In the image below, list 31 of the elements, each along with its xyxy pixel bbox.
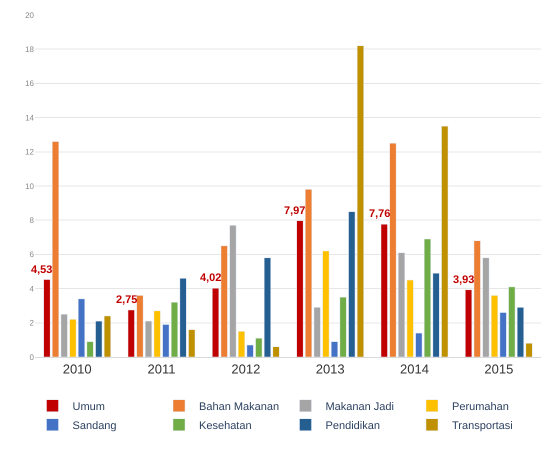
legend-label: Sandang	[72, 420, 117, 432]
y-tick-label: 18	[25, 45, 35, 54]
y-tick-label: 20	[25, 10, 35, 20]
legend-label: Kesehatan	[199, 420, 252, 432]
legend-label: Umum	[72, 400, 105, 413]
y-tick-label: 0	[30, 352, 35, 362]
data-label: 7,76	[369, 208, 390, 220]
legend-label: Perumahan	[452, 400, 509, 413]
data-label: 2,75	[116, 294, 138, 306]
data-label: 4,02	[200, 272, 222, 284]
y-tick-label: 4	[30, 284, 35, 294]
y-tick-label: 6	[30, 250, 35, 260]
y-tick-label: 14	[25, 113, 35, 122]
x-tick-label: 2011	[148, 362, 176, 377]
x-tick-label: 2015	[484, 362, 514, 377]
data-label: 3,93	[453, 274, 474, 286]
legend-label: Transportasi	[452, 420, 513, 432]
y-tick-label: 10	[25, 182, 35, 191]
legend-label: Makanan Jadi	[326, 400, 394, 413]
x-tick-label: 2014	[400, 362, 429, 377]
data-label: 7,97	[284, 205, 306, 217]
y-tick-label: 12	[25, 148, 35, 157]
x-tick-label: 2010	[62, 362, 92, 377]
y-tick-label: 8	[30, 216, 35, 225]
y-tick-label: 16	[25, 79, 35, 88]
y-tick-label: 2	[30, 318, 35, 328]
legend-label: Pendidikan	[326, 420, 380, 432]
legend-label: Bahan Makanan	[199, 400, 280, 413]
data-label: 4,53	[31, 264, 52, 276]
x-tick-label: 2013	[316, 362, 345, 377]
x-tick-label: 2012	[231, 362, 260, 377]
